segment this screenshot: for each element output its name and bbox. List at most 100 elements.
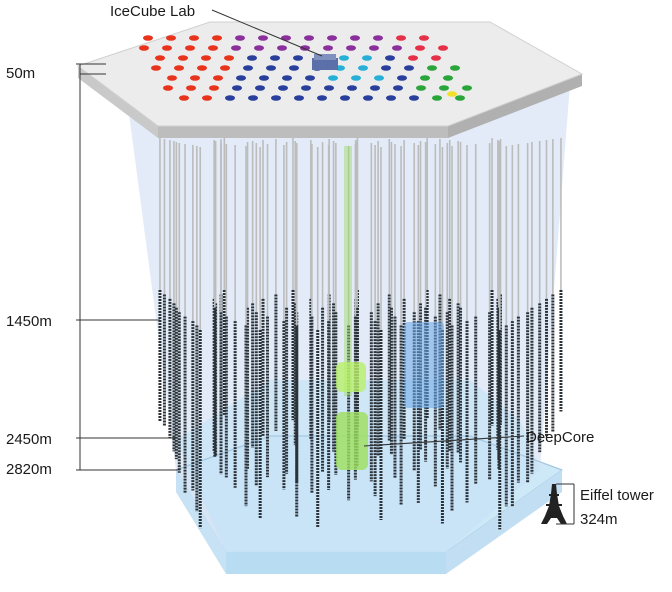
surface-station-dot xyxy=(381,65,391,71)
deepcore-column xyxy=(344,146,352,396)
surface-station-dot xyxy=(248,95,258,101)
surface-station-dot xyxy=(294,95,304,101)
surface-station-dot xyxy=(370,85,380,91)
surface-station-dot xyxy=(455,95,465,101)
bedrock-slab-side xyxy=(226,552,446,574)
surface-station-dot xyxy=(397,75,407,81)
depth-50-label: 50m xyxy=(6,65,35,82)
bedrock-slab-side-right xyxy=(446,470,562,574)
surface-station-dot xyxy=(166,35,176,41)
surface-station-dot xyxy=(350,35,360,41)
surface-station-dot xyxy=(232,85,242,91)
surface-station-dot xyxy=(255,85,265,91)
deepcore-blob-lower xyxy=(336,412,368,470)
surface-station-dot xyxy=(271,95,281,101)
surface-station-dot xyxy=(282,75,292,81)
surface-station-dot xyxy=(346,45,356,51)
surface-station-dot xyxy=(277,45,287,51)
surface-station-dot xyxy=(201,55,211,61)
surface-station-dot xyxy=(305,75,315,81)
surface-station-dot xyxy=(212,35,222,41)
surface-station-dot xyxy=(396,35,406,41)
surface-station-dot xyxy=(427,65,437,71)
surface-station-dot xyxy=(420,75,430,81)
icecube-lab-roof xyxy=(314,54,336,60)
surface-station-dot xyxy=(327,35,337,41)
surface-station-dot xyxy=(419,35,429,41)
surface-station-dot xyxy=(374,75,384,81)
surface-station-dot xyxy=(462,85,472,91)
surface-station-dot xyxy=(231,45,241,51)
deepcore-leader-line xyxy=(363,435,525,447)
surface-station-dot xyxy=(236,75,246,81)
surface-station-dot xyxy=(266,65,276,71)
surface-station-dot xyxy=(185,45,195,51)
surface-station-dot xyxy=(443,75,453,81)
surface-station-dot xyxy=(385,55,395,61)
surface-station-dot xyxy=(278,85,288,91)
surface-station-dot xyxy=(139,45,149,51)
depth-2450-label: 2450m xyxy=(6,431,52,448)
surface-station-dot xyxy=(362,55,372,61)
surface-station-dot xyxy=(190,75,200,81)
surface-station-dot xyxy=(243,65,253,71)
surface-station-dot xyxy=(258,35,268,41)
surface-station-dot xyxy=(220,65,230,71)
surface-station-dot xyxy=(339,55,349,61)
surface-station-dot xyxy=(431,55,441,61)
surface-station-dot xyxy=(373,35,383,41)
surface-station-dot xyxy=(351,75,361,81)
surface-station-dot xyxy=(259,75,269,81)
surface-station-dot xyxy=(179,95,189,101)
surface-station-dot xyxy=(369,45,379,51)
surface-station-dot xyxy=(340,95,350,101)
surface-station-dot xyxy=(178,55,188,61)
surface-station-dots xyxy=(139,35,472,101)
surface-station-dot xyxy=(323,45,333,51)
surface-station-dot xyxy=(416,85,426,91)
surface-station-dot xyxy=(404,65,414,71)
surface-station-dot xyxy=(167,75,177,81)
surface-station-dot xyxy=(247,55,257,61)
depth-1450-label: 1450m xyxy=(6,313,52,330)
surface-station-dot xyxy=(409,95,419,101)
surface-station-dot xyxy=(213,75,223,81)
surface-station-dot xyxy=(209,85,219,91)
surface-station-dot xyxy=(438,45,448,51)
surface-station-dot xyxy=(225,95,235,101)
surface-station-dot xyxy=(301,85,311,91)
surface-station-dot xyxy=(304,35,314,41)
surface-station-dot xyxy=(408,55,418,61)
deepcore-blob-upper xyxy=(336,362,366,392)
surface-station-dot xyxy=(186,85,196,91)
eiffel-label: Eiffel tower xyxy=(580,487,654,504)
surface-station-dot xyxy=(393,85,403,91)
surface-station-dot xyxy=(450,65,460,71)
surface-station-dot xyxy=(155,55,165,61)
surface-station-dot xyxy=(143,35,153,41)
surface-station-dot xyxy=(293,55,303,61)
surface-station-dot xyxy=(208,45,218,51)
surface-station-dot xyxy=(202,95,212,101)
eiffel-tower-icon xyxy=(541,484,567,524)
lab-leader-line xyxy=(211,9,323,57)
surface-station-dot xyxy=(347,85,357,91)
deepcore-label: DeepCore xyxy=(526,429,594,446)
surface-station-dot xyxy=(163,85,173,91)
surface-station-dot xyxy=(197,65,207,71)
surface-station-dot xyxy=(270,55,280,61)
surface-station-dot xyxy=(254,45,264,51)
surface-slab-front xyxy=(158,126,448,138)
surface-station-dot xyxy=(224,55,234,61)
surface-station-dot xyxy=(415,45,425,51)
surface-station-dot xyxy=(392,45,402,51)
surface-slab-side-right xyxy=(448,74,582,138)
icecube-lab-label: IceCube Lab xyxy=(110,3,195,20)
surface-station-dot xyxy=(358,65,368,71)
blue-event-region xyxy=(404,322,444,408)
surface-station-dot xyxy=(386,95,396,101)
surface-station-dot xyxy=(151,65,161,71)
surface-slab-side xyxy=(78,66,158,138)
